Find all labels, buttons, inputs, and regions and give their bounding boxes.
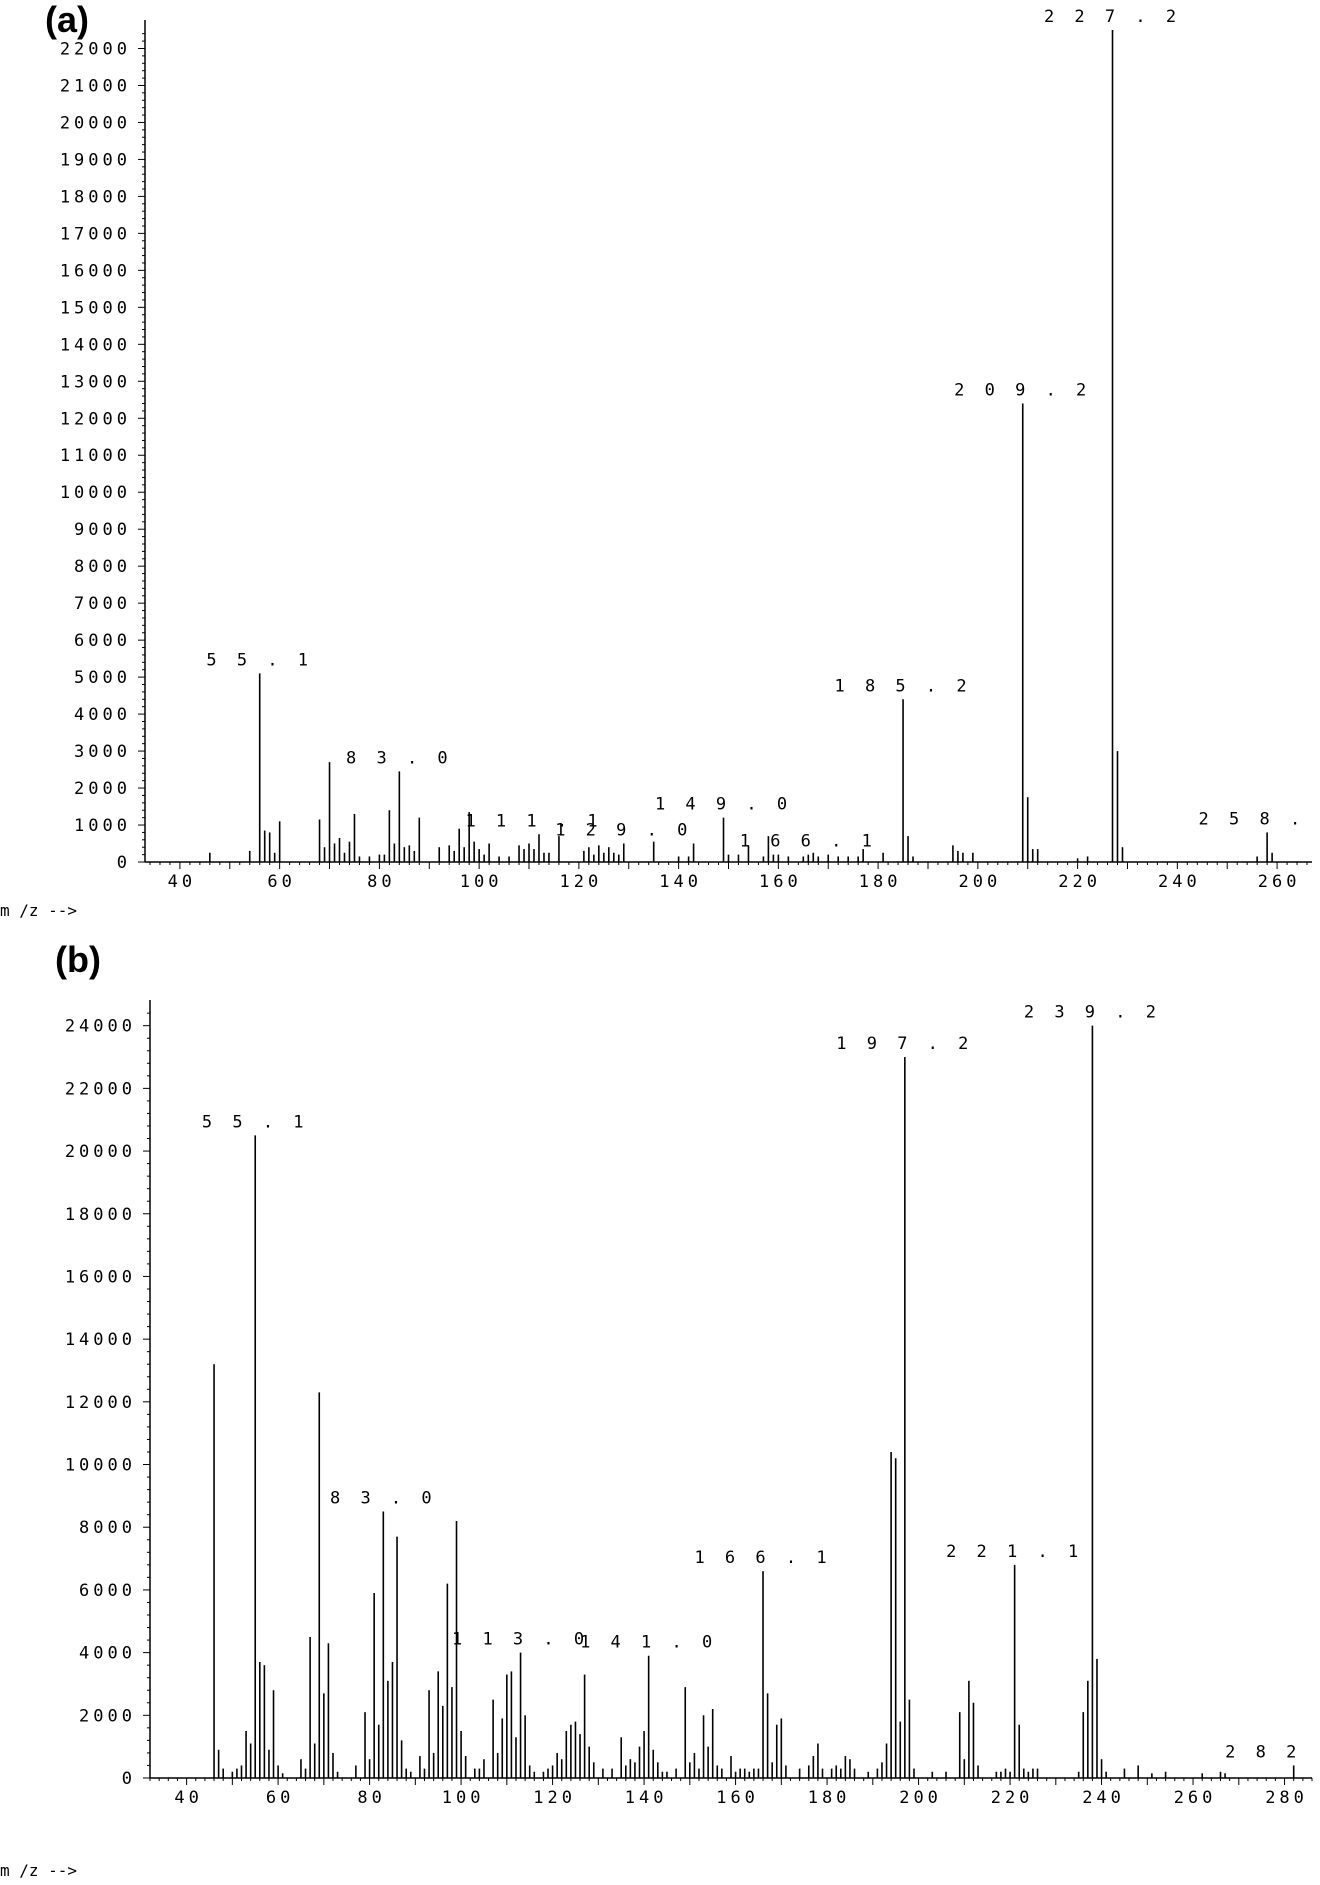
x-tick-label: 40 [174,1788,202,1808]
peak-label: 1 9 7 . 2 [836,1034,973,1054]
x-tick-label: 120 [560,872,603,892]
peak-label: 8 3 . 0 [346,748,453,768]
peak-label: 1 8 5 . 2 [834,676,971,696]
x-tick-label: 140 [659,872,702,892]
y-tick-label: 2000 [74,779,131,799]
y-tick-label: 0 [117,853,131,873]
y-tick-label: 22000 [65,1079,136,1099]
y-tick-label: 7000 [74,594,131,614]
peak-label: 1 2 9 . 0 [555,821,692,841]
y-tick-label: 13000 [60,372,131,392]
x-tick-label: 260 [1174,1788,1217,1808]
x-tick-label: 180 [859,872,902,892]
peak-label: 2 5 8 . 1 [1199,809,1320,829]
peak-label: 1 6 6 . 1 [740,832,877,852]
x-tick-label: 260 [1258,872,1301,892]
y-tick-label: 15000 [60,298,131,318]
x-tick-label: 100 [460,872,503,892]
x-tick-label: 60 [267,872,295,892]
y-tick-label: 6000 [74,631,131,651]
y-tick-label: 8000 [74,557,131,577]
y-tick-label: 9000 [74,520,131,540]
x-tick-label: 200 [899,1788,942,1808]
x-tick-label: 160 [716,1788,759,1808]
y-tick-label: 21000 [60,76,131,96]
x-tick-label: 120 [533,1788,576,1808]
peak-label: 1 4 1 . 0 [580,1633,717,1653]
y-tick-label: 14000 [60,335,131,355]
peak-label: 5 5 . 1 [202,1112,309,1132]
panel-label: (a) [45,0,89,40]
x-tick-label: 100 [442,1788,485,1808]
peak-label: 2 0 9 . 2 [954,380,1091,400]
x-tick-label: 280 [1265,1788,1308,1808]
x-axis-label: m /z --> [0,901,77,920]
y-tick-label: 5000 [74,668,131,688]
y-tick-label: 24000 [65,1017,136,1037]
x-tick-label: 140 [625,1788,668,1808]
y-tick-label: 2000 [79,1706,136,1726]
peak-label: 8 3 . 0 [330,1489,437,1509]
y-tick-label: 10000 [60,483,131,503]
y-tick-label: 16000 [65,1267,136,1287]
x-tick-label: 180 [808,1788,851,1808]
y-tick-label: 1000 [74,816,131,836]
peak-label: 2 8 2 . 1 [1225,1742,1320,1762]
y-tick-label: 22000 [60,39,131,59]
peak-label: 2 2 1 . 1 [946,1542,1083,1562]
peak-label: 1 6 6 . 1 [694,1548,831,1568]
y-tick-label: 20000 [65,1142,136,1162]
y-tick-label: 14000 [65,1330,136,1350]
y-tick-label: 17000 [60,224,131,244]
y-tick-label: 11000 [60,446,131,466]
x-tick-label: 240 [1158,872,1201,892]
y-tick-label: 3000 [74,742,131,762]
mass-spectrum-a: (a) 40 60 80 100 120 140 160 180 200 220 240 260 0 100… [0,0,1320,920]
panel-label: (b) [55,939,101,980]
x-tick-label: 160 [759,872,802,892]
x-tick-label: 200 [958,872,1001,892]
x-tick-label: 220 [1058,872,1101,892]
y-tick-label: 19000 [60,150,131,170]
peak-label: 1 1 3 . 0 [452,1630,589,1650]
peak-label: 1 1 1 . 1 [465,811,602,831]
x-axis-label: m /z --> [0,1861,77,1880]
y-tick-label: 18000 [65,1205,136,1225]
y-tick-label: 8000 [79,1518,136,1538]
y-tick-label: 20000 [60,113,131,133]
y-tick-label: 18000 [60,187,131,207]
peak-label: 2 3 9 . 2 [1024,1003,1161,1023]
x-tick-label: 220 [991,1788,1034,1808]
x-tick-label: 80 [357,1788,385,1808]
y-tick-label: 12000 [65,1393,136,1413]
x-tick-label: 60 [266,1788,294,1808]
y-tick-label: 4000 [79,1644,136,1664]
y-tick-label: 0 [122,1769,136,1789]
x-tick-label: 40 [168,872,196,892]
peak-label: 1 4 9 . 0 [655,795,792,815]
x-tick-label: 80 [367,872,395,892]
y-tick-label: 12000 [60,409,131,429]
y-tick-label: 4000 [74,705,131,725]
peak-label: 5 5 . 1 [206,650,313,670]
mass-spectrum-b: (b) 40 60 80 100 120 140 160 180 200 220 240 260 280 0… [0,939,1320,1880]
x-tick-label: 240 [1082,1788,1125,1808]
y-tick-label: 16000 [60,261,131,281]
peak-label: 2 2 7 . 2 [1044,7,1181,27]
y-tick-label: 6000 [79,1581,136,1601]
y-tick-label: 10000 [65,1456,136,1476]
